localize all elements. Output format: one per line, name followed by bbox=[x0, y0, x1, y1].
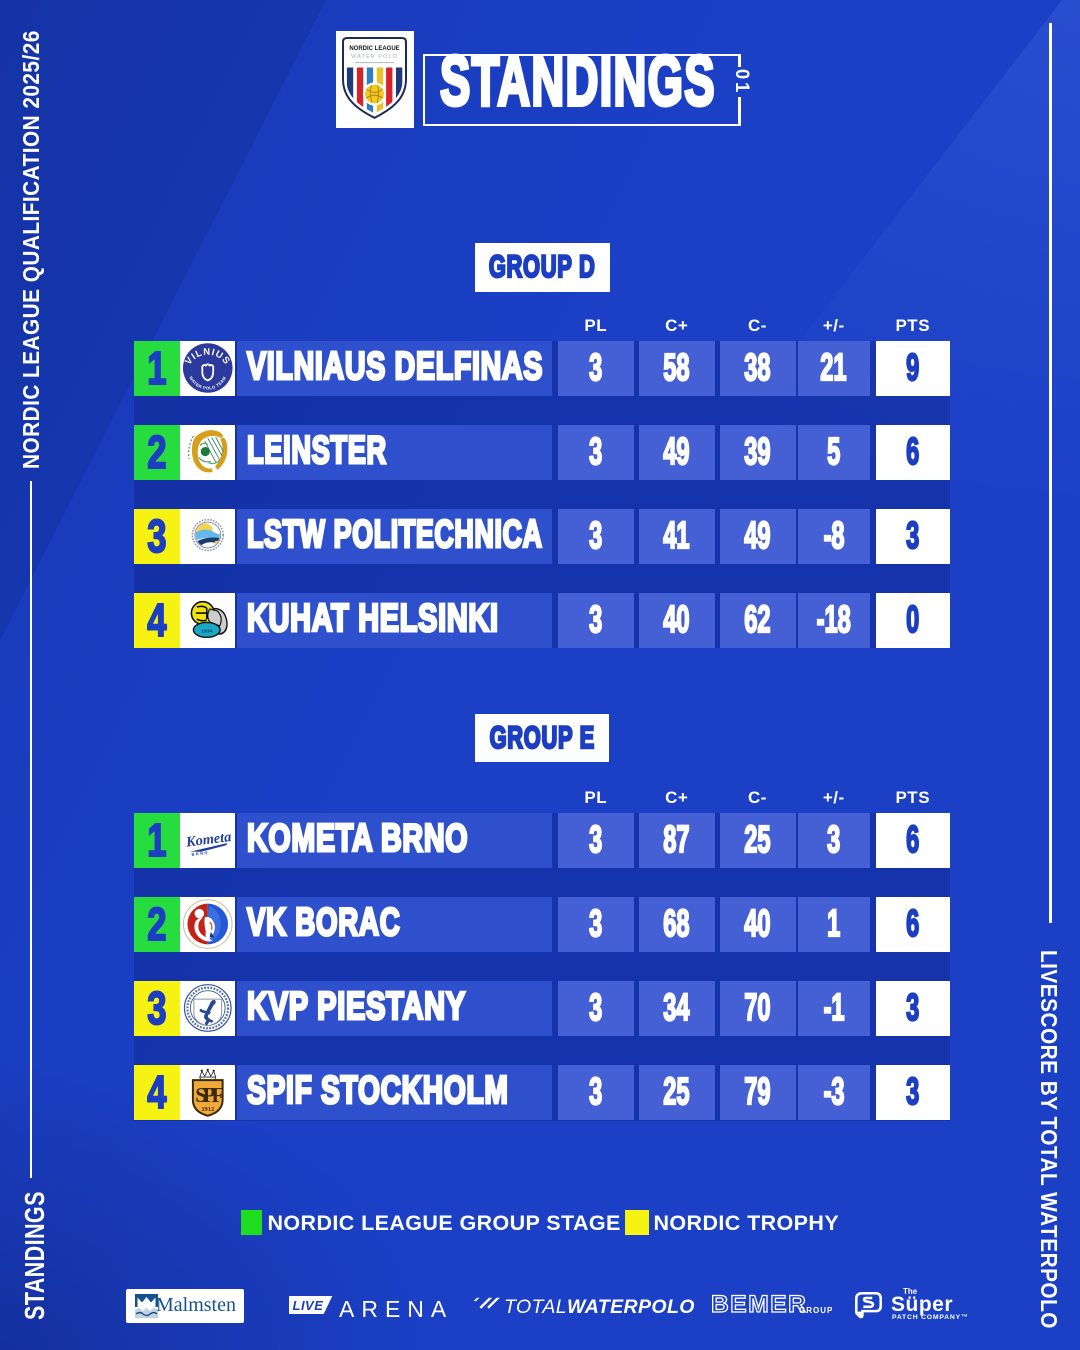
svg-text:1934: 1934 bbox=[201, 629, 212, 635]
svg-text:Kometa: Kometa bbox=[184, 829, 232, 851]
svg-text:BRNO: BRNO bbox=[191, 850, 209, 857]
svg-text:NORDIC LEAGUE: NORDIC LEAGUE bbox=[349, 46, 399, 52]
svg-text:SPF: SPF bbox=[195, 1083, 223, 1107]
svg-text:1912: 1912 bbox=[201, 1106, 214, 1113]
svg-text:WATER POLO: WATER POLO bbox=[351, 53, 398, 59]
